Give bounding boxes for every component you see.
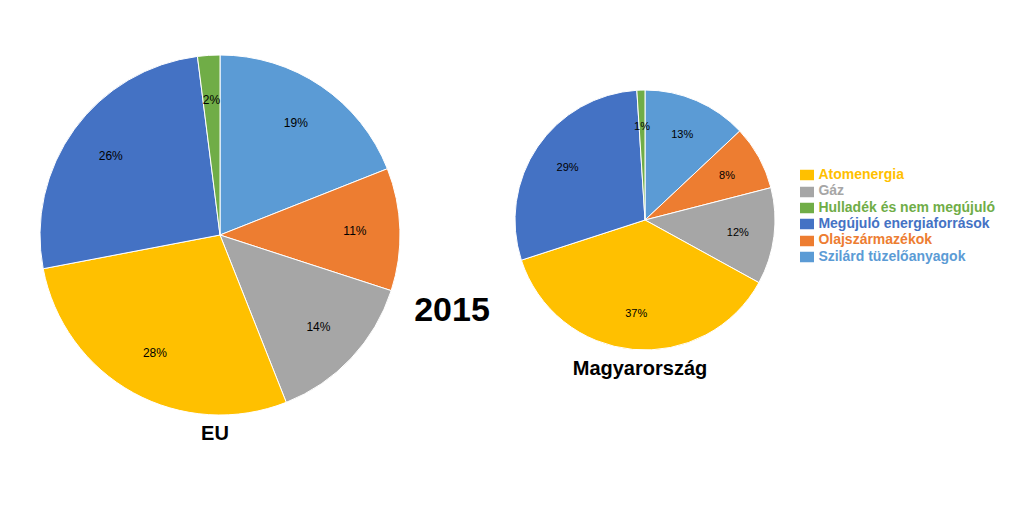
svg-text:28%: 28% [143,346,167,360]
html-text:Olajszármazékok: Olajszármazékok [818,231,932,248]
html-text:Megújuló energiaforrások: Megújuló energiaforrások [818,215,990,231]
svg-text:2%: 2% [203,93,221,107]
html-text:Hulladék és nem megújuló: Hulladék és nem megújuló [818,198,995,215]
svg-text:1%: 1% [634,120,650,132]
svg-text:37%: 37% [625,307,647,319]
svg-text:14%: 14% [306,320,330,334]
html-text:EU: EU [201,422,229,444]
html-text:2015: 2015 [414,290,490,328]
svg-text:11%: 11% [343,224,366,238]
svg-text:12%: 12% [727,226,749,238]
svg-text:26%: 26% [99,149,123,163]
svg-text:13%: 13% [671,128,693,140]
svg-text:19%: 19% [284,116,308,130]
svg-text:29%: 29% [557,161,579,173]
html-text:Magyarország: Magyarország [572,357,708,379]
svg-text:8%: 8% [719,169,735,181]
html-text:Atomenergia: Atomenergia [818,166,904,183]
html-text:Szilárd tüzelőanyagok: Szilárd tüzelőanyagok [818,247,966,264]
html-text:Gáz: Gáz [818,182,845,199]
